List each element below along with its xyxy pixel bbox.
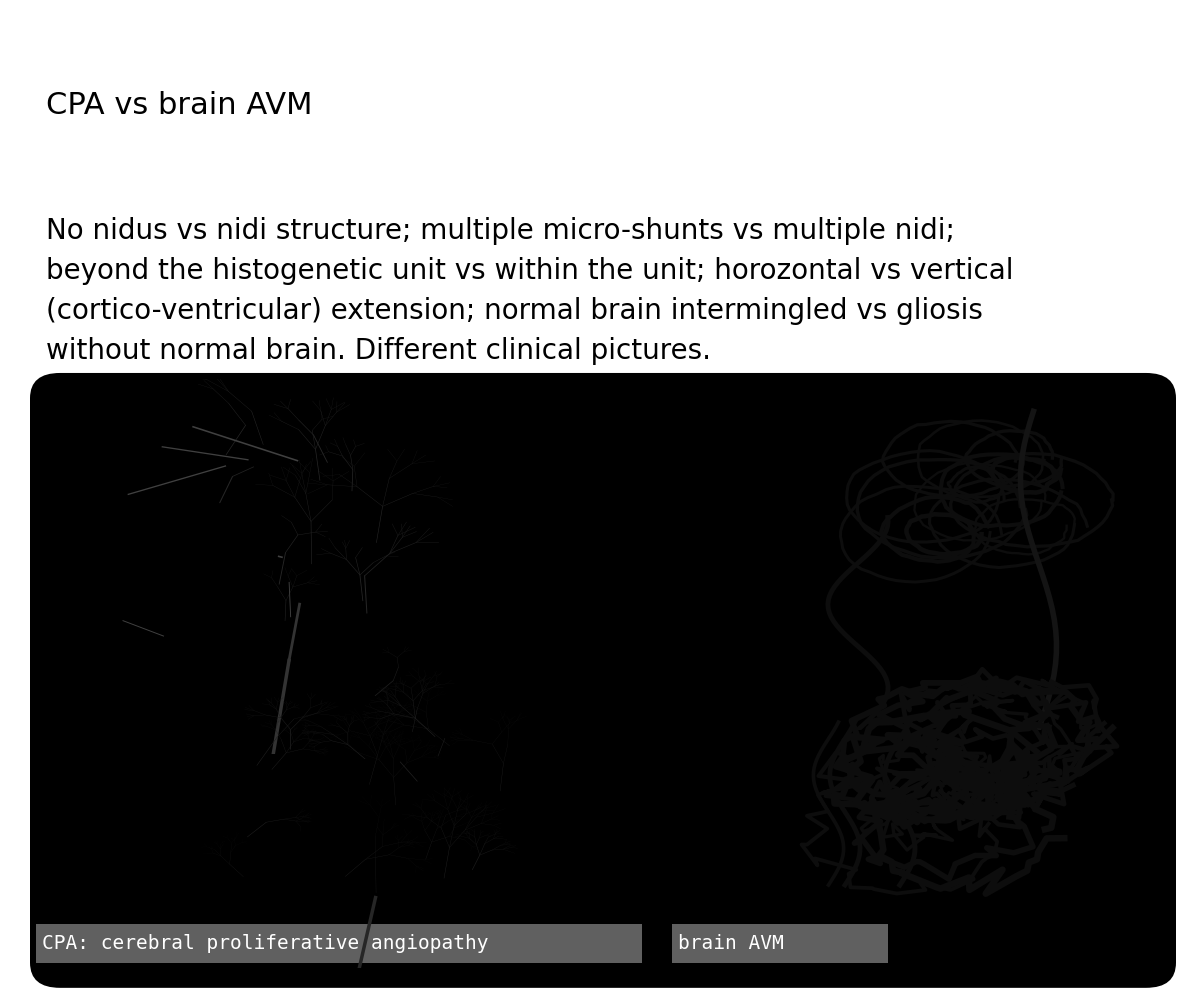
Text: No nidus vs nidi structure; multiple micro-shunts vs multiple nidi;
beyond the h: No nidus vs nidi structure; multiple mic… [46,217,1013,365]
FancyBboxPatch shape [30,373,1176,988]
Text: CPA vs brain AVM: CPA vs brain AVM [46,91,312,120]
FancyBboxPatch shape [36,924,642,963]
Text: brain AVM: brain AVM [678,934,784,953]
Text: CPA: cerebral proliferative angiopathy: CPA: cerebral proliferative angiopathy [42,934,488,953]
FancyBboxPatch shape [672,924,888,963]
